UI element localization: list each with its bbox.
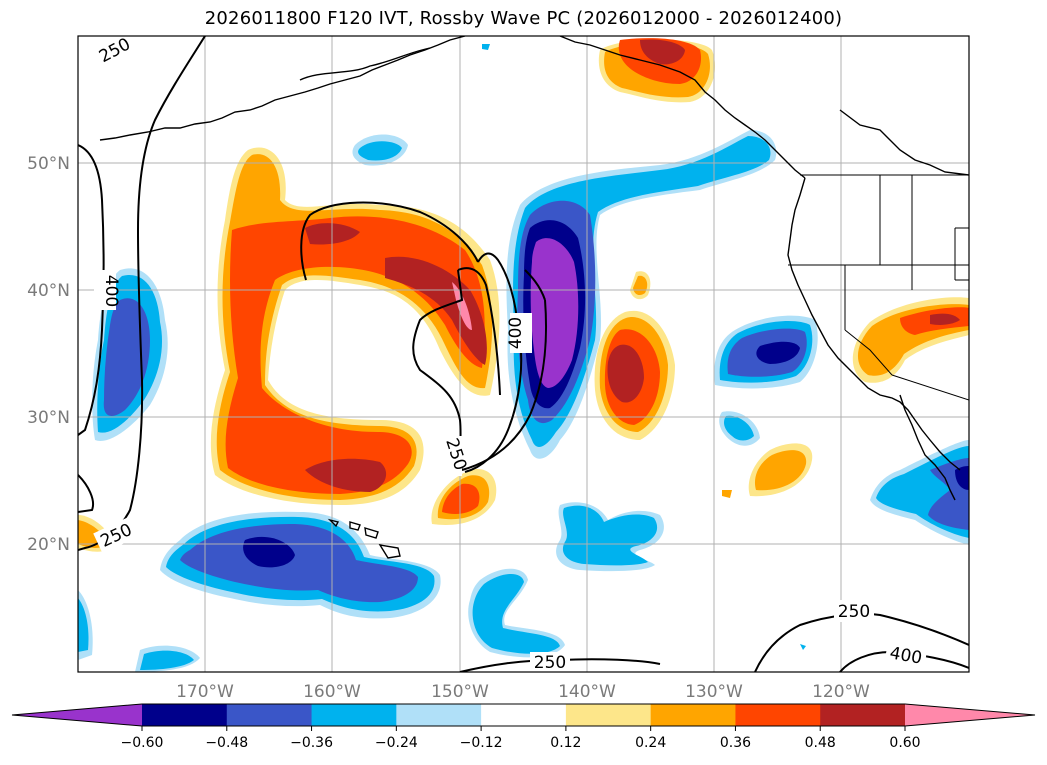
colorbar-swatch <box>226 704 313 726</box>
coastlines <box>99 36 969 559</box>
colorbar-tick-label: −0.24 <box>375 735 418 751</box>
colorbar-swatch <box>311 704 397 726</box>
state-borders <box>788 174 969 401</box>
latitude-labels: 50°N 40°N 30°N 20°N <box>27 154 70 555</box>
colorbar-tick-label: 0.36 <box>720 735 751 751</box>
negative-anomaly-east <box>870 440 969 545</box>
colorbar-extend-min <box>12 704 142 726</box>
map-frame <box>77 35 970 673</box>
colorbar-tick-label: 0.48 <box>805 735 836 751</box>
negative-anomaly-west <box>92 268 168 441</box>
positive-anomaly-west <box>210 147 500 505</box>
lat-label-50n: 50°N <box>27 154 70 174</box>
colorbar: −0.60 −0.48 −0.36 −0.24 −0.12 0.12 0.24 0.36 0.4… <box>11 703 1036 751</box>
colorbar-extend-max <box>905 704 1035 726</box>
positive-anomaly-central <box>431 271 813 525</box>
colorbar-swatch <box>565 704 652 726</box>
contour-label-400-w: 400 <box>101 275 121 307</box>
lat-label-40n: 40°N <box>27 281 70 301</box>
contour-label-250-s: 250 <box>534 653 566 673</box>
map-title: 2026011800 F120 IVT, Rossby Wave PC (202… <box>204 8 843 29</box>
small-blue-dots <box>482 44 806 650</box>
positive-anomaly-east <box>78 297 969 552</box>
map-area <box>78 36 969 672</box>
colorbar-tick-label: 0.60 <box>889 735 920 751</box>
lon-label-130w: 130°W <box>685 682 743 702</box>
contour-label-250-se: 250 <box>838 602 870 622</box>
colorbar-tick-label: 0.24 <box>635 735 666 751</box>
lon-label-140w: 140°W <box>558 682 616 702</box>
contour-label-400-c: 400 <box>506 317 526 349</box>
colorbar-tick-label: −0.60 <box>121 735 164 751</box>
lon-label-160w: 160°W <box>303 682 361 702</box>
colorbar-tick-label: −0.36 <box>290 735 333 751</box>
colorbar-swatch <box>481 704 567 726</box>
longitude-labels: 170°W 160°W 150°W 140°W 130°W 120°W <box>176 682 870 702</box>
negative-anomaly-central <box>352 130 818 459</box>
lat-label-30n: 30°N <box>27 408 70 428</box>
colorbar-swatch <box>735 704 821 726</box>
colorbar-swatch <box>650 704 736 726</box>
lon-label-150w: 150°W <box>431 682 489 702</box>
colorbar-tick-label: −0.12 <box>460 735 503 751</box>
colorbar-swatch <box>396 704 482 726</box>
gridlines <box>78 36 969 672</box>
colorbar-tick-label: −0.48 <box>205 735 248 751</box>
lon-label-120w: 120°W <box>812 682 870 702</box>
lon-label-170w: 170°W <box>176 682 234 702</box>
positive-anomaly-alaska <box>598 38 716 103</box>
colorbar-swatch <box>142 704 228 726</box>
colorbar-tick-label: 0.12 <box>550 735 581 751</box>
lat-label-20n: 20°N <box>27 535 70 555</box>
colorbar-swatch <box>820 704 906 726</box>
